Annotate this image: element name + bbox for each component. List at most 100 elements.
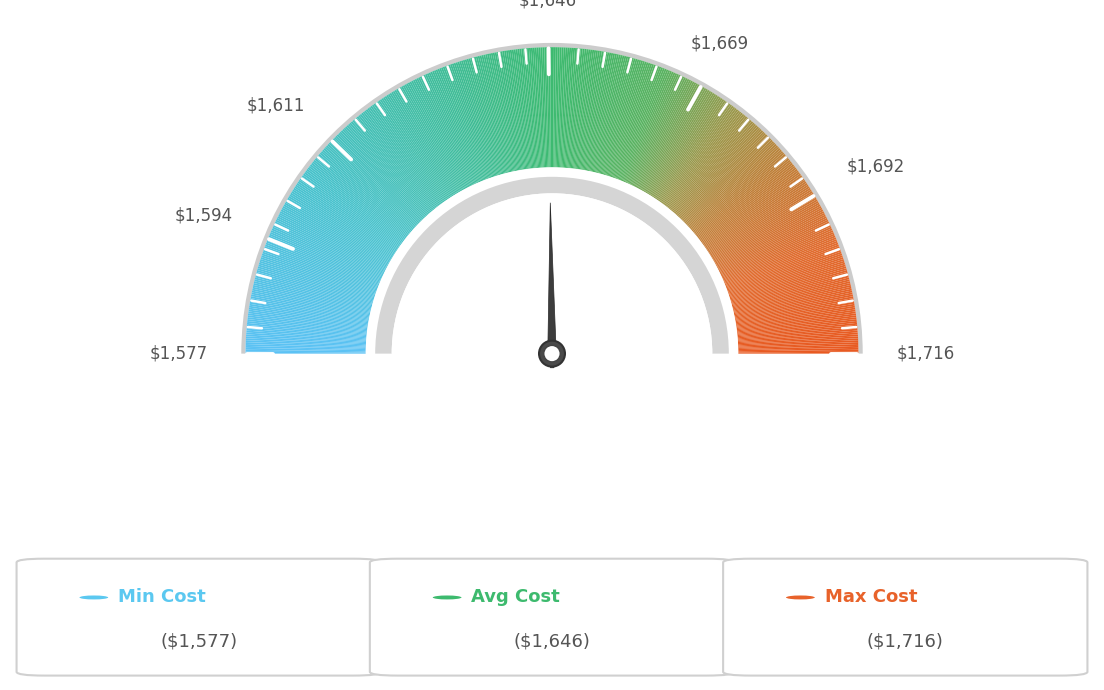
Text: ($1,577): ($1,577)	[160, 632, 237, 650]
Wedge shape	[665, 109, 739, 206]
Wedge shape	[690, 148, 781, 230]
Wedge shape	[401, 86, 461, 192]
Wedge shape	[720, 219, 828, 273]
Wedge shape	[628, 74, 679, 184]
Wedge shape	[255, 277, 372, 308]
Wedge shape	[384, 96, 452, 197]
Wedge shape	[688, 144, 777, 227]
Wedge shape	[697, 161, 792, 237]
Wedge shape	[277, 216, 385, 271]
Wedge shape	[358, 115, 435, 209]
Wedge shape	[463, 60, 499, 175]
Wedge shape	[668, 114, 744, 208]
Wedge shape	[457, 61, 496, 177]
Wedge shape	[593, 55, 620, 172]
Wedge shape	[296, 183, 397, 251]
Wedge shape	[716, 209, 824, 267]
Wedge shape	[651, 95, 718, 197]
Wedge shape	[607, 61, 645, 176]
Wedge shape	[662, 107, 735, 204]
Wedge shape	[684, 138, 772, 224]
Wedge shape	[305, 170, 403, 243]
Wedge shape	[431, 72, 479, 183]
Wedge shape	[564, 48, 573, 168]
Wedge shape	[518, 49, 532, 168]
Wedge shape	[739, 348, 859, 351]
Wedge shape	[302, 173, 402, 245]
Wedge shape	[733, 283, 851, 312]
Wedge shape	[734, 293, 852, 317]
Wedge shape	[728, 253, 842, 294]
Wedge shape	[731, 268, 847, 303]
Wedge shape	[379, 100, 447, 200]
Wedge shape	[704, 178, 805, 248]
Wedge shape	[282, 208, 389, 266]
Wedge shape	[253, 287, 370, 314]
Wedge shape	[425, 74, 476, 184]
Wedge shape	[581, 51, 602, 170]
Wedge shape	[286, 199, 391, 261]
Wedge shape	[506, 50, 526, 170]
Wedge shape	[383, 97, 450, 198]
Wedge shape	[295, 184, 396, 252]
Wedge shape	[735, 298, 853, 321]
Wedge shape	[566, 48, 577, 168]
Wedge shape	[415, 79, 469, 187]
Circle shape	[786, 595, 815, 600]
Wedge shape	[736, 317, 857, 333]
Wedge shape	[719, 218, 828, 273]
Wedge shape	[338, 133, 423, 220]
Wedge shape	[246, 328, 367, 339]
Wedge shape	[680, 132, 765, 219]
Wedge shape	[720, 221, 829, 275]
Wedge shape	[736, 308, 856, 327]
Wedge shape	[595, 55, 625, 172]
Wedge shape	[298, 180, 399, 249]
Wedge shape	[256, 270, 373, 304]
Wedge shape	[330, 141, 417, 225]
Wedge shape	[519, 49, 533, 168]
Wedge shape	[255, 275, 372, 307]
Wedge shape	[291, 191, 394, 256]
Wedge shape	[370, 106, 443, 204]
Wedge shape	[699, 166, 795, 240]
Wedge shape	[248, 310, 368, 328]
Wedge shape	[729, 257, 843, 296]
Wedge shape	[369, 107, 442, 204]
Wedge shape	[657, 100, 725, 200]
Wedge shape	[285, 201, 391, 262]
Circle shape	[539, 341, 565, 366]
Wedge shape	[470, 58, 503, 174]
Wedge shape	[687, 141, 774, 225]
Wedge shape	[583, 52, 606, 170]
Wedge shape	[250, 304, 369, 324]
Wedge shape	[603, 59, 637, 175]
Wedge shape	[360, 114, 436, 208]
Wedge shape	[728, 250, 841, 292]
Wedge shape	[648, 91, 711, 195]
Wedge shape	[544, 47, 549, 168]
Wedge shape	[645, 88, 707, 193]
Wedge shape	[516, 49, 531, 169]
Wedge shape	[248, 313, 368, 331]
Wedge shape	[253, 285, 371, 313]
Wedge shape	[262, 255, 375, 295]
Wedge shape	[258, 264, 374, 301]
Wedge shape	[715, 206, 821, 265]
Wedge shape	[273, 226, 382, 277]
Wedge shape	[495, 52, 518, 170]
Wedge shape	[700, 167, 796, 242]
Wedge shape	[694, 157, 788, 235]
Wedge shape	[445, 66, 488, 179]
Wedge shape	[677, 126, 758, 216]
Wedge shape	[381, 98, 449, 199]
Wedge shape	[646, 89, 708, 193]
Wedge shape	[452, 63, 492, 177]
Wedge shape	[505, 50, 524, 170]
Wedge shape	[413, 79, 468, 188]
Wedge shape	[676, 125, 757, 215]
Wedge shape	[312, 161, 407, 237]
Wedge shape	[407, 82, 466, 189]
Wedge shape	[692, 151, 783, 231]
Wedge shape	[664, 108, 736, 205]
